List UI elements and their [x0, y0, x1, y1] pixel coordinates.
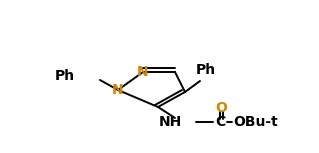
Text: Ph: Ph [55, 69, 75, 83]
Text: Ph: Ph [196, 63, 216, 77]
Text: O: O [215, 101, 227, 115]
Text: N: N [112, 83, 124, 97]
Text: OBu-t: OBu-t [233, 115, 278, 129]
Text: N: N [137, 65, 149, 79]
Text: C: C [215, 115, 225, 129]
Text: NH: NH [159, 115, 182, 129]
